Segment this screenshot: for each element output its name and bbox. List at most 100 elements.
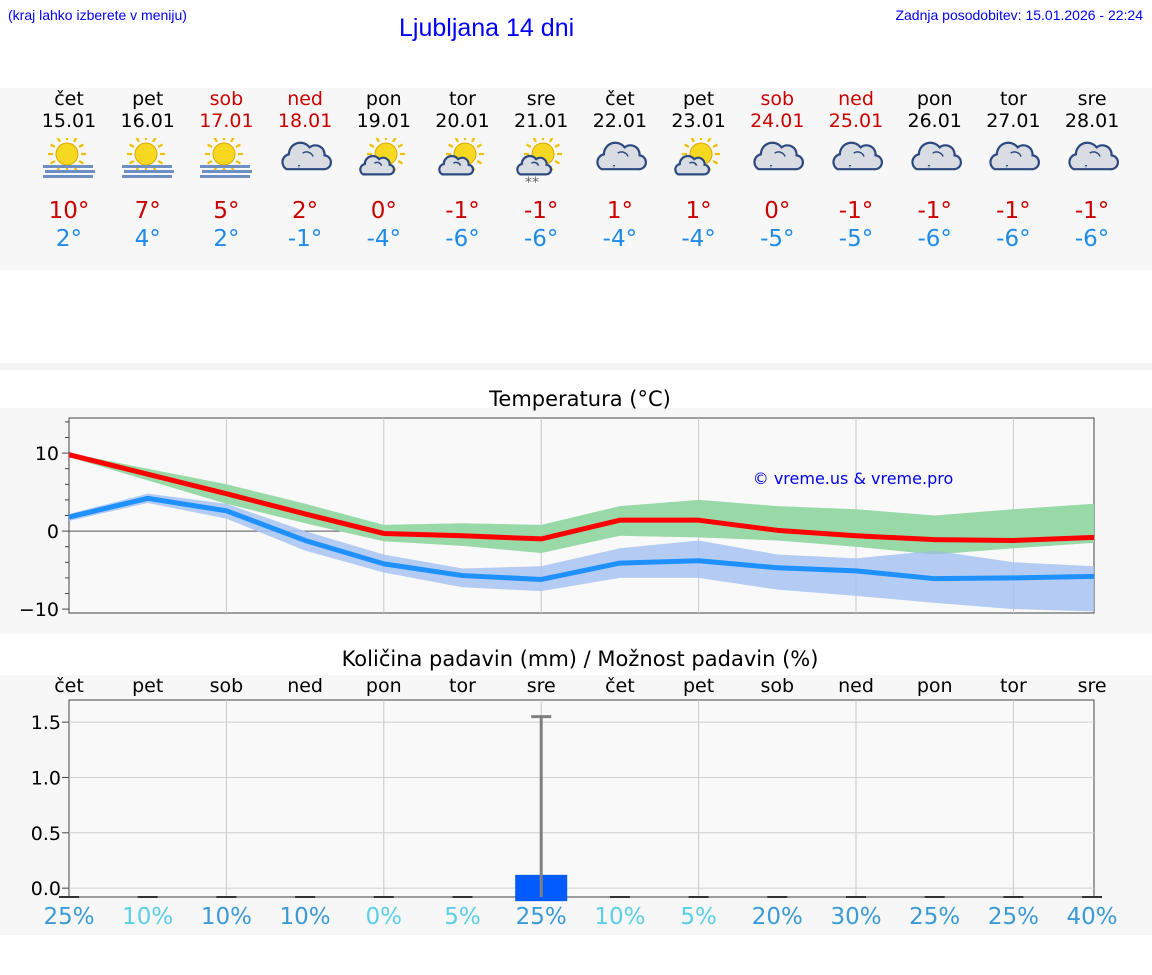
- day-name: pet: [132, 88, 164, 110]
- day-column: ned 18.01: [265, 88, 345, 190]
- y-tick-label: 1.0: [31, 767, 61, 789]
- sun-fog-icon: [200, 138, 253, 178]
- min-temperature: -4°: [602, 226, 638, 252]
- cloud-icon: [989, 141, 1041, 171]
- max-temperature: 2°: [292, 198, 319, 224]
- precipitation-chance: 25%: [515, 904, 567, 930]
- precipitation-day-label: pet: [682, 675, 715, 697]
- day-name: sre: [1077, 88, 1107, 110]
- day-name: sob: [760, 88, 795, 110]
- last-updated: Zadnja posodobitev: 15.01.2026 - 22:24: [895, 7, 1143, 23]
- sun-fog-icon: [121, 138, 174, 178]
- precipitation-chance: 25%: [909, 904, 961, 930]
- day-date: 15.01: [41, 110, 97, 132]
- precipitation-day-label: pet: [132, 675, 164, 697]
- y-tick-label: 0.0: [31, 878, 61, 900]
- precipitation-day-label: sob: [760, 675, 795, 697]
- day-name: sre: [526, 88, 556, 110]
- max-temperature: 1°: [606, 198, 633, 224]
- min-temperature: 4°: [134, 226, 161, 252]
- min-temperature: -1°: [287, 226, 323, 252]
- min-temperature: -6°: [445, 226, 480, 252]
- day-date: 18.01: [277, 110, 333, 132]
- cloud-icon: [1068, 141, 1120, 171]
- temperature-chart-title: Temperatura (°C): [489, 387, 671, 411]
- precipitation-day-label: sob: [209, 675, 244, 697]
- day-date: 16.01: [120, 110, 175, 132]
- y-tick-label: 0.5: [31, 823, 61, 845]
- max-temperature: -1°: [1074, 198, 1110, 224]
- precipitation-day-label: čet: [605, 675, 635, 697]
- day-column: pet 23.01: [659, 88, 739, 190]
- max-temperature: 0°: [370, 198, 397, 224]
- day-name: pon: [916, 88, 953, 110]
- svg-text:**: **: [525, 175, 539, 190]
- day-date: 25.01: [828, 110, 884, 132]
- day-column: pet 16.01: [108, 88, 188, 190]
- overlap-band: [69, 453, 1094, 555]
- day-name: tor: [999, 88, 1027, 110]
- day-date: 19.01: [356, 110, 411, 132]
- precipitation-day-label: sre: [526, 675, 556, 697]
- min-temperature: -4°: [681, 226, 716, 252]
- max-temperature: 5°: [213, 198, 240, 224]
- min-temperature: -6°: [917, 226, 952, 252]
- day-column: sob 24.01: [737, 88, 817, 190]
- day-column: ned 25.01: [816, 88, 896, 190]
- max-temperature: -1°: [838, 198, 874, 224]
- precipitation-day-label: tor: [449, 675, 476, 697]
- precipitation-chance: 10%: [594, 904, 646, 930]
- day-column: pon 26.01: [895, 88, 975, 190]
- day-column: sob 17.01: [186, 88, 266, 190]
- max-temperature: -1°: [996, 198, 1031, 224]
- day-date: 27.01: [986, 110, 1041, 132]
- day-date: 24.01: [750, 110, 805, 132]
- max-temperature-band: [69, 453, 1094, 555]
- day-column: čet 15.01: [29, 88, 109, 190]
- forecast-strip: [0, 88, 1152, 270]
- cloud-icon: [832, 141, 883, 171]
- precipitation-chance: 25%: [987, 904, 1039, 930]
- sun-cloud-icon: [359, 138, 405, 176]
- day-name: čet: [605, 88, 635, 110]
- max-temperature: -1°: [523, 198, 559, 224]
- precipitation-chance: 0%: [365, 904, 403, 930]
- day-column: sre 21.01 **: [501, 88, 581, 190]
- sun-cloud-icon: [673, 138, 720, 176]
- min-temperature-band: [69, 493, 1094, 612]
- day-date: 28.01: [1064, 110, 1120, 132]
- cloud-icon: [911, 141, 962, 171]
- cloud-icon: [281, 141, 333, 171]
- day-name: sob: [209, 88, 244, 110]
- max-temperature: -1°: [917, 198, 952, 224]
- day-date: 26.01: [907, 110, 962, 132]
- day-name: tor: [449, 88, 476, 110]
- precipitation-chance: 10%: [279, 904, 331, 930]
- watermark: © vreme.us & vreme.pro: [753, 469, 954, 488]
- min-temperature: 2°: [213, 226, 240, 252]
- day-name: čet: [54, 88, 84, 110]
- precipitation-day-label: pon: [916, 675, 953, 697]
- day-name: pon: [365, 88, 402, 110]
- precipitation-day-label: tor: [999, 675, 1027, 697]
- precipitation-chance: 40%: [1066, 904, 1118, 930]
- precipitation-chance: 5%: [444, 904, 481, 930]
- precipitation-chance: 25%: [43, 904, 95, 930]
- max-temperature: 7°: [134, 198, 161, 224]
- region-hint: (kraj lahko izberete v meniju): [8, 7, 187, 23]
- min-temperature: 2°: [55, 226, 83, 252]
- min-temperature: -5°: [760, 226, 795, 252]
- max-temperature: 0°: [764, 198, 791, 224]
- day-name: pet: [682, 88, 715, 110]
- precipitation-day-label: čet: [54, 675, 84, 697]
- day-date: 20.01: [435, 110, 490, 132]
- y-tick-label: 1.5: [31, 712, 61, 734]
- day-column: čet 22.01: [580, 88, 660, 190]
- day-date: 17.01: [199, 110, 254, 132]
- max-temperature-line: [68, 452, 1095, 543]
- sun-cloud-icon: [437, 138, 484, 176]
- cloud-icon: [753, 141, 805, 171]
- min-temperature: -4°: [366, 226, 402, 252]
- precipitation-day-label: ned: [838, 675, 874, 697]
